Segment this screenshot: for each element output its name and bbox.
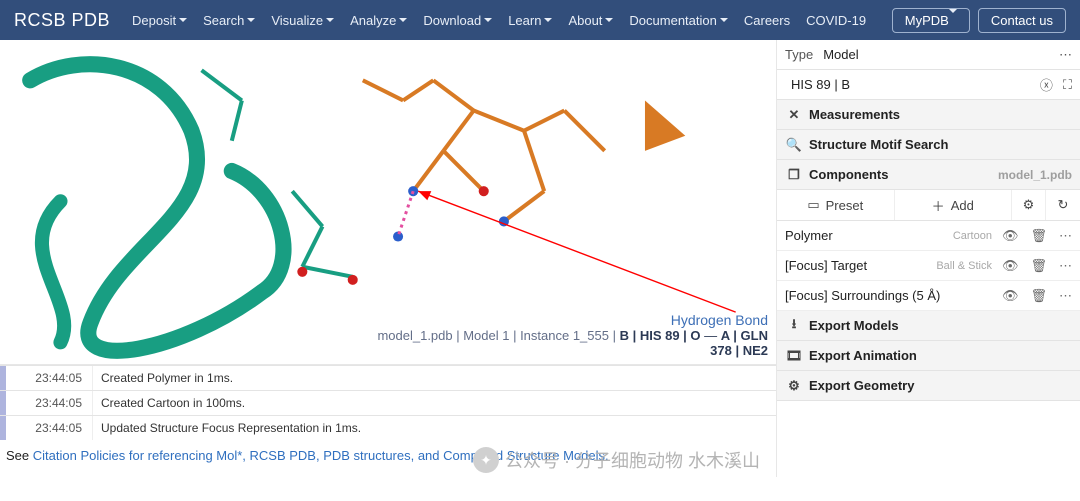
brand[interactable]: RCSB PDB <box>14 10 110 31</box>
citation-link[interactable]: Citation Policies for referencing Mol*, … <box>33 448 609 463</box>
component-name: [Focus] Target <box>785 258 936 273</box>
wrench-icon: ✕ <box>785 107 803 123</box>
log-panel: 23:44:05Created Polymer in 1ms.23:44:05C… <box>0 365 776 440</box>
components-file: model_1.pdb <box>998 168 1072 182</box>
chevron-down-icon <box>326 18 334 22</box>
nav-item-download[interactable]: Download <box>417 9 498 32</box>
component-name: [Focus] Surroundings (5 Å) <box>785 288 992 303</box>
nav-items: DepositSearchVisualizeAnalyzeDownloadLea… <box>126 9 884 32</box>
component-name: Polymer <box>785 228 953 243</box>
log-time: 23:44:05 <box>6 416 92 440</box>
settings-button[interactable]: ⚙ <box>1012 190 1046 220</box>
preset-icon: ▭ <box>807 197 819 213</box>
more-icon[interactable]: ⋯ <box>1059 47 1072 63</box>
chevron-down-icon <box>247 18 255 22</box>
motif-header[interactable]: 🔍 Structure Motif Search <box>777 130 1080 160</box>
chevron-down-icon <box>720 18 728 22</box>
type-value[interactable]: Model <box>823 47 1059 62</box>
nav-item-analyze[interactable]: Analyze <box>344 9 413 32</box>
type-label: Type <box>785 47 813 62</box>
nav-item-careers[interactable]: Careers <box>738 9 796 32</box>
component-row: [Focus] TargetBall & Stick 👁 🗑 ⋯ <box>777 251 1080 281</box>
nav-item-covid-19[interactable]: COVID-19 <box>800 9 872 32</box>
sliders-icon: ⚙ <box>1023 197 1035 213</box>
gear-icon: ⚙ <box>785 378 803 394</box>
right-panel: Type Model ⋯ HIS 89 | B ⓧ ⛶ ✕ Measuremen… <box>777 40 1080 477</box>
refresh-icon: ↻ <box>1058 197 1069 213</box>
plus-icon: ＋ <box>932 196 945 215</box>
clear-selection-icon[interactable]: ⓧ <box>1040 75 1053 94</box>
chevron-down-icon <box>484 18 492 22</box>
add-button[interactable]: ＋Add <box>895 190 1013 220</box>
chevron-down-icon <box>949 9 957 28</box>
navbar: RCSB PDB DepositSearchVisualizeAnalyzeDo… <box>0 0 1080 40</box>
tooltip-title: Hydrogen Bond <box>377 312 768 328</box>
delete-icon[interactable]: 🗑 <box>1030 258 1047 274</box>
visibility-icon[interactable]: 👁 <box>1002 258 1019 274</box>
export-animation-header[interactable]: 🎞 Export Animation <box>777 341 1080 371</box>
nav-item-deposit[interactable]: Deposit <box>126 9 193 32</box>
nav-item-visualize[interactable]: Visualize <box>265 9 340 32</box>
chevron-down-icon <box>179 18 187 22</box>
nav-item-learn[interactable]: Learn <box>502 9 558 32</box>
more-icon[interactable]: ⋯ <box>1059 288 1072 304</box>
export-models-header[interactable]: ⭳ Export Models <box>777 311 1080 341</box>
preset-button[interactable]: ▭Preset <box>777 190 895 220</box>
nav-item-documentation[interactable]: Documentation <box>623 9 733 32</box>
export-geometry-header[interactable]: ⚙ Export Geometry <box>777 371 1080 401</box>
interaction-tooltip: Hydrogen Bond model_1.pdb | Model 1 | In… <box>377 312 768 358</box>
delete-icon[interactable]: 🗑 <box>1030 228 1047 244</box>
components-actions: ▭Preset ＋Add ⚙ ↻ <box>777 190 1080 221</box>
chevron-down-icon <box>399 18 407 22</box>
components-header[interactable]: ❐ Components model_1.pdb <box>777 160 1080 190</box>
film-icon: 🎞 <box>785 348 803 364</box>
log-row: 23:44:05Updated Structure Focus Represen… <box>0 415 776 440</box>
selection-text: HIS 89 | B <box>785 77 1040 92</box>
more-icon[interactable]: ⋯ <box>1059 258 1072 274</box>
component-row: [Focus] Surroundings (5 Å) 👁 🗑 ⋯ <box>777 281 1080 311</box>
log-row: 23:44:05Created Polymer in 1ms. <box>0 365 776 390</box>
cube-icon: ❐ <box>785 167 803 183</box>
log-row: 23:44:05Created Cartoon in 100ms. <box>0 390 776 415</box>
component-row: PolymerCartoon 👁 🗑 ⋯ <box>777 221 1080 251</box>
nav-item-search[interactable]: Search <box>197 9 261 32</box>
type-row: Type Model ⋯ <box>777 40 1080 70</box>
log-time: 23:44:05 <box>6 391 92 415</box>
molecule-viewer[interactable]: Hydrogen Bond model_1.pdb | Model 1 | In… <box>0 40 776 365</box>
measurements-header[interactable]: ✕ Measurements <box>777 100 1080 130</box>
left-column: Hydrogen Bond model_1.pdb | Model 1 | In… <box>0 40 777 477</box>
component-style: Ball & Stick <box>936 260 992 272</box>
tooltip-detail-2: 378 | NE2 <box>377 343 768 358</box>
refresh-button[interactable]: ↻ <box>1046 190 1080 220</box>
log-message: Created Polymer in 1ms. <box>92 366 776 390</box>
contact-button[interactable]: Contact us <box>978 8 1066 33</box>
log-time: 23:44:05 <box>6 366 92 390</box>
search-icon: 🔍 <box>785 137 803 153</box>
selection-row: HIS 89 | B ⓧ ⛶ <box>777 70 1080 100</box>
citation-line: See Citation Policies for referencing Mo… <box>0 440 776 477</box>
component-style: Cartoon <box>953 230 992 242</box>
log-message: Updated Structure Focus Representation i… <box>92 416 776 440</box>
more-icon[interactable]: ⋯ <box>1059 228 1072 244</box>
chevron-down-icon <box>544 18 552 22</box>
nav-item-about[interactable]: About <box>562 9 619 32</box>
log-message: Created Cartoon in 100ms. <box>92 391 776 415</box>
tooltip-detail-1: model_1.pdb | Model 1 | Instance 1_555 |… <box>377 328 768 343</box>
download-icon: ⭳ <box>785 315 803 337</box>
mypdb-button[interactable]: MyPDB <box>892 8 970 33</box>
visibility-icon[interactable]: 👁 <box>1002 228 1019 244</box>
chevron-down-icon <box>605 18 613 22</box>
visibility-icon[interactable]: 👁 <box>1002 288 1019 304</box>
delete-icon[interactable]: 🗑 <box>1030 288 1047 304</box>
focus-icon[interactable]: ⛶ <box>1063 77 1072 93</box>
